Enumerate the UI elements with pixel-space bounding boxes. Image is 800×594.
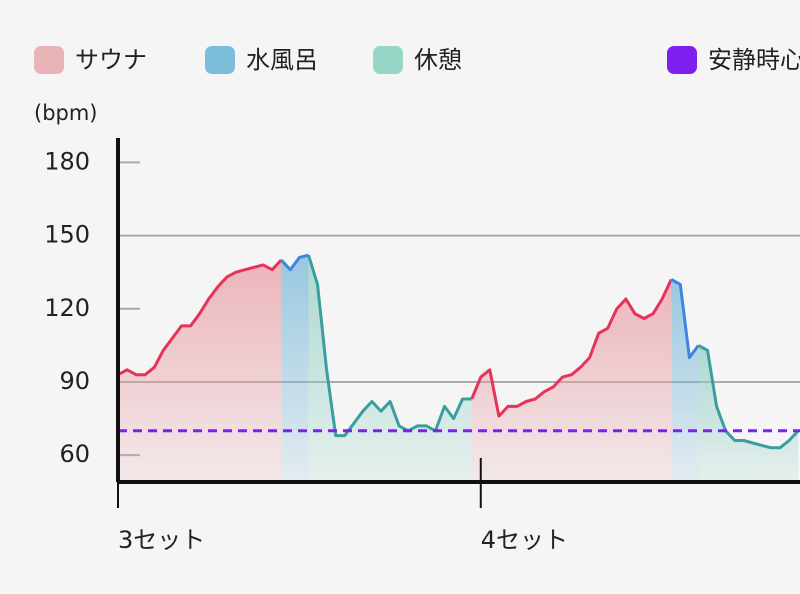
legend-swatch (34, 46, 64, 74)
line (697, 344, 800, 450)
y-tick-label: 60 (59, 440, 90, 468)
line (470, 278, 673, 418)
line (307, 254, 472, 438)
area (281, 255, 309, 482)
line (280, 253, 309, 272)
legend-label: 休憩 (414, 46, 462, 74)
y-tick-label: 180 (44, 147, 90, 175)
area (471, 279, 672, 482)
area (118, 260, 282, 482)
legend-swatch (373, 46, 403, 74)
x-tick-label: 4セット (481, 526, 568, 554)
legend-swatch (667, 46, 697, 74)
area (308, 255, 472, 482)
y-tick-label: 120 (44, 294, 90, 322)
y-tick-label: 90 (59, 367, 90, 395)
legend-label: 水風呂 (246, 46, 318, 74)
legend-label: 安静時心拍 (708, 46, 800, 74)
line (117, 258, 283, 377)
line (670, 278, 700, 360)
area (698, 345, 799, 482)
y-axis-label: (bpm) (34, 101, 98, 125)
y-tick-label: 150 (44, 221, 90, 249)
legend-swatch (205, 46, 235, 74)
x-tick-label: 3セット (118, 526, 205, 554)
legend-label: サウナ (75, 46, 147, 74)
